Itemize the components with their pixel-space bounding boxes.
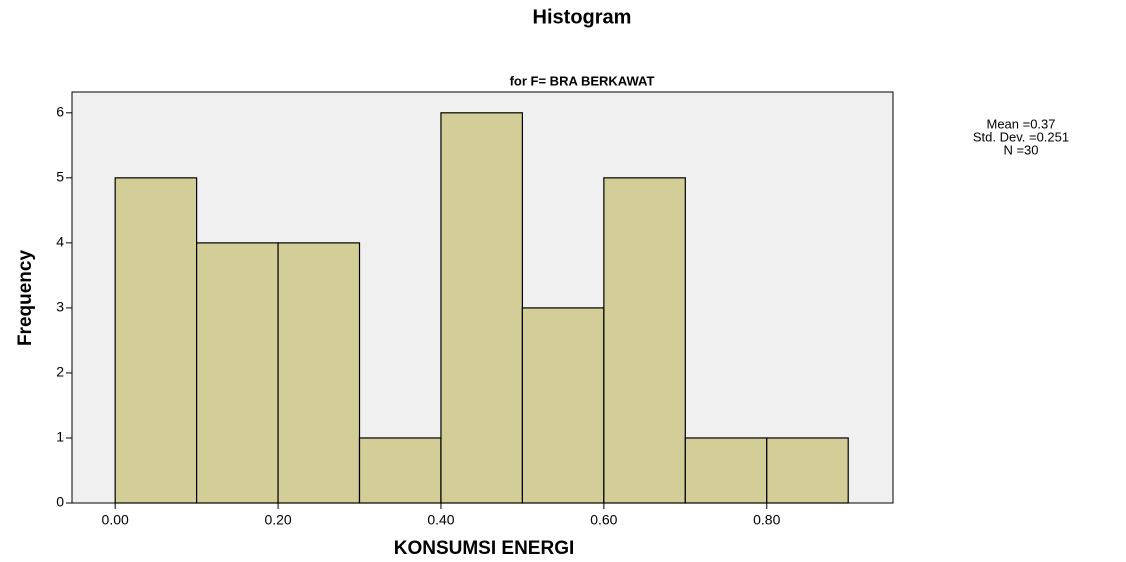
y-axis-label: Frequency: [15, 250, 36, 347]
x-axis-label: KONSUMSI ENERGI: [394, 538, 575, 559]
chart-subtitle: for F= BRA BERKAWAT: [510, 73, 655, 88]
bar: [766, 437, 849, 504]
chart-title: Histogram: [533, 6, 632, 28]
stat-annotation: Std. Dev. =0.251: [973, 129, 1069, 144]
x-tick-label: 0.20: [264, 512, 291, 528]
x-tick-label: 0.60: [590, 512, 617, 528]
bar: [603, 177, 686, 504]
y-tick-label: 0: [56, 494, 64, 510]
y-tick-label: 1: [56, 429, 64, 445]
bar: [521, 307, 605, 504]
x-tick-label: 0.40: [427, 512, 454, 528]
x-tick-label: 0.00: [102, 512, 129, 528]
bar: [440, 112, 524, 504]
bar: [684, 437, 768, 504]
bar: [196, 242, 279, 504]
bar: [358, 437, 442, 504]
y-tick-label: 3: [56, 299, 64, 315]
y-tick-label: 5: [56, 169, 64, 185]
bar: [114, 177, 198, 504]
stat-annotation: Mean =0.37: [986, 116, 1055, 131]
x-tick-label: 0.80: [753, 512, 780, 528]
stat-annotation: N =30: [1003, 142, 1038, 157]
bar: [277, 242, 361, 504]
y-tick-label: 4: [56, 234, 64, 250]
y-tick-label: 2: [56, 364, 64, 380]
y-tick-label: 6: [56, 104, 64, 120]
